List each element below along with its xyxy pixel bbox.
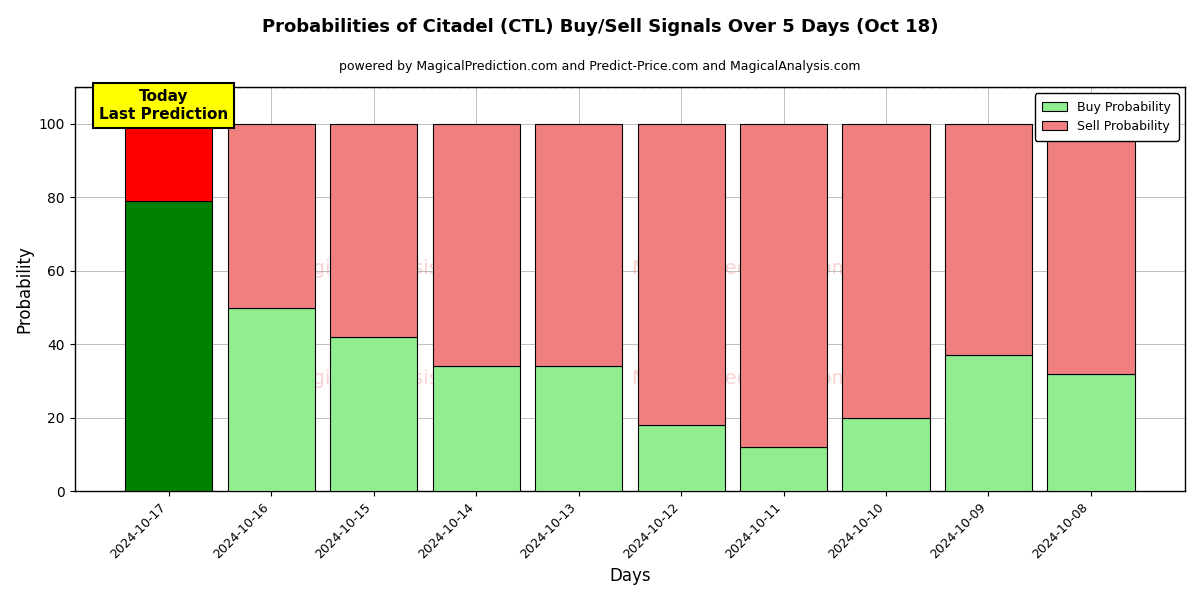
- Bar: [535, 124, 622, 367]
- Text: MagicalAnalysis.com: MagicalAnalysis.com: [284, 368, 487, 388]
- Text: Today
Last Prediction: Today Last Prediction: [98, 89, 228, 122]
- Bar: [1048, 374, 1134, 491]
- X-axis label: Days: Days: [610, 567, 650, 585]
- Bar: [432, 367, 520, 491]
- Bar: [740, 447, 827, 491]
- Text: powered by MagicalPrediction.com and Predict-Price.com and MagicalAnalysis.com: powered by MagicalPrediction.com and Pre…: [340, 60, 860, 73]
- Text: MagicalPrediction.com: MagicalPrediction.com: [631, 368, 851, 388]
- Text: MagicalAnalysis.com: MagicalAnalysis.com: [284, 259, 487, 278]
- Bar: [637, 425, 725, 491]
- Bar: [637, 124, 725, 425]
- Legend: Buy Probability, Sell Probability: Buy Probability, Sell Probability: [1034, 93, 1178, 140]
- Bar: [944, 124, 1032, 355]
- Bar: [944, 355, 1032, 491]
- Bar: [228, 308, 314, 491]
- Text: Probabilities of Citadel (CTL) Buy/Sell Signals Over 5 Days (Oct 18): Probabilities of Citadel (CTL) Buy/Sell …: [262, 18, 938, 36]
- Bar: [842, 124, 930, 418]
- Bar: [125, 124, 212, 201]
- Bar: [535, 367, 622, 491]
- Text: MagicalPrediction.com: MagicalPrediction.com: [631, 259, 851, 278]
- Bar: [1048, 124, 1134, 374]
- Y-axis label: Probability: Probability: [16, 245, 34, 333]
- Bar: [432, 124, 520, 367]
- Bar: [330, 124, 418, 337]
- Bar: [330, 337, 418, 491]
- Bar: [740, 124, 827, 447]
- Bar: [228, 124, 314, 308]
- Bar: [125, 201, 212, 491]
- Bar: [842, 418, 930, 491]
